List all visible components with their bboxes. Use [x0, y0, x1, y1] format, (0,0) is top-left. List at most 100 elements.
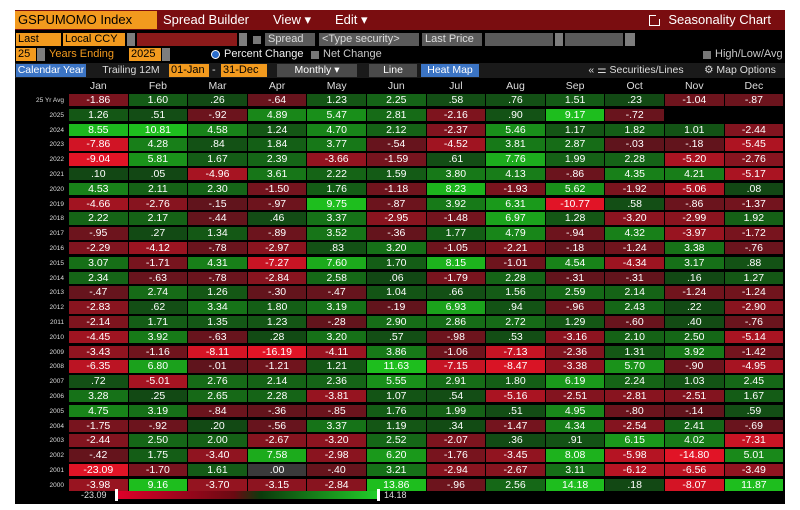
heatmap-cell[interactable]: 1.82	[605, 123, 664, 136]
heatmap-cell[interactable]: 1.76	[367, 404, 426, 418]
heatmap-cell[interactable]: -3.97	[665, 227, 724, 240]
heatmap-cell[interactable]: -7.31	[724, 434, 784, 447]
heatmap-cell[interactable]: 3.86	[367, 345, 426, 358]
heatmap-cell[interactable]: -23.09	[69, 464, 128, 477]
heatmap-cell[interactable]: -1.42	[724, 345, 784, 358]
heatmap-cell[interactable]: 8.15	[426, 256, 486, 270]
heatmap-cell[interactable]: -2.14	[69, 316, 128, 329]
heatmap-cell[interactable]: 4.21	[665, 168, 724, 181]
heatmap-cell[interactable]: -7.86	[69, 138, 128, 151]
export-icon[interactable]	[649, 14, 662, 26]
heatmap-cell[interactable]: 2.81	[367, 108, 426, 122]
heatmap-cell[interactable]: -2.16	[426, 108, 486, 122]
spread-checkbox[interactable]	[253, 36, 261, 44]
heatmap-cell[interactable]: 2.11	[128, 182, 188, 196]
heatmap-cell[interactable]: .51	[486, 404, 545, 418]
heatmap-cell[interactable]: -2.21	[486, 242, 545, 255]
heatmap-cell[interactable]: .54	[426, 390, 486, 403]
heatmap-cell[interactable]: -.19	[367, 301, 426, 314]
edit-menu[interactable]: Edit ▾	[335, 12, 368, 27]
heatmap-cell[interactable]: -4.96	[188, 168, 247, 181]
heatmap-cell[interactable]: -3.45	[486, 449, 545, 462]
heatmap-cell[interactable]: 3.52	[307, 227, 366, 240]
heatmap-cell[interactable]: .58	[605, 197, 664, 210]
years-dropdown[interactable]	[37, 48, 45, 61]
heatmap-cell[interactable]: -.97	[247, 197, 307, 210]
heatmap-cell[interactable]: -1.71	[128, 256, 188, 270]
heatmap-cell[interactable]: -7.15	[426, 360, 486, 373]
heatmap-cell[interactable]: -.72	[605, 108, 664, 122]
heatmap-cell[interactable]: .72	[69, 375, 128, 388]
heatmap-cell[interactable]: 6.19	[545, 375, 605, 388]
heatmap-cell[interactable]: 4.58	[188, 123, 247, 136]
heatmap-cell[interactable]: 3.92	[128, 330, 188, 344]
heatmap-cell[interactable]: -2.54	[605, 419, 664, 432]
heatmap-cell[interactable]: -.63	[128, 271, 188, 284]
high-low-avg-checkbox[interactable]	[703, 51, 711, 59]
heatmap-cell[interactable]: 1.26	[188, 286, 247, 299]
heatmap-cell[interactable]: 4.34	[545, 419, 605, 432]
heatmap-cell[interactable]: 2.14	[247, 375, 307, 388]
heatmap-cell[interactable]: -.36	[247, 404, 307, 418]
heatmap-cell[interactable]: -5.17	[724, 168, 784, 181]
calendar-year-button[interactable]: Calendar Year	[16, 64, 86, 77]
heatmap-cell[interactable]: -4.52	[426, 138, 486, 151]
heatmap-cell[interactable]: 9.75	[307, 197, 366, 210]
heatmap-cell[interactable]: 3.20	[307, 330, 366, 344]
heatmap-cell[interactable]: -.80	[605, 404, 664, 418]
heatmap-cell[interactable]: -3.16	[545, 330, 605, 344]
heatmap-cell[interactable]: 2.52	[367, 434, 426, 447]
heatmap-cell[interactable]: 2.28	[486, 271, 545, 284]
heatmap-cell[interactable]: 6.80	[128, 360, 188, 373]
heatmap-cell[interactable]: 4.13	[486, 168, 545, 181]
heatmap-cell[interactable]: 1.34	[188, 227, 247, 240]
heatmap-cell[interactable]: -1.04	[665, 94, 724, 107]
heatmap-cell[interactable]: -.92	[188, 108, 247, 122]
heatmap-cell[interactable]: -4.66	[69, 197, 128, 210]
heatmap-cell[interactable]: -2.76	[724, 153, 784, 166]
heatmap-cell[interactable]: -1.75	[69, 419, 128, 432]
heatmap-cell[interactable]: 1.23	[307, 94, 366, 107]
heatmap-cell[interactable]: 4.79	[486, 227, 545, 240]
third-field[interactable]	[565, 33, 623, 46]
heatmap-cell[interactable]: -3.70	[188, 478, 247, 492]
heatmap-cell[interactable]: -.86	[545, 168, 605, 181]
heatmap-cell[interactable]: 1.29	[545, 316, 605, 329]
heatmap-cell[interactable]: 2.50	[128, 434, 188, 447]
heatmap-cell[interactable]: 1.24	[247, 123, 307, 136]
heatmap-cell[interactable]: 3.92	[426, 197, 486, 210]
heatmap-cell[interactable]: 2.22	[69, 212, 128, 225]
heatmap-cell[interactable]: -.95	[69, 227, 128, 240]
heatmap-cell[interactable]: .10	[69, 168, 128, 181]
line-view-button[interactable]: Line	[369, 64, 417, 77]
heatmap-cell[interactable]: .76	[486, 94, 545, 107]
heatmap-cell[interactable]: -2.76	[128, 197, 188, 210]
heatmap-cell[interactable]: 2.28	[247, 390, 307, 403]
heatmap-cell[interactable]: 4.53	[69, 182, 128, 196]
heatmap-cell[interactable]: .91	[545, 434, 605, 447]
heatmap-cell[interactable]: .23	[605, 94, 664, 107]
heatmap-cell[interactable]: 6.97	[486, 212, 545, 225]
heatmap-cell[interactable]: -2.95	[367, 212, 426, 225]
heatmap-cell[interactable]: .51	[128, 108, 188, 122]
heatmap-cell[interactable]: -.44	[188, 212, 247, 225]
heatmap-cell[interactable]: 1.31	[605, 345, 664, 358]
heatmap-cell[interactable]: 2.76	[188, 375, 247, 388]
heatmap-cell[interactable]: 1.71	[128, 316, 188, 329]
heatmap-cell[interactable]: -.78	[188, 242, 247, 255]
heatmap-cell[interactable]: .40	[665, 316, 724, 329]
heatmap-cell[interactable]: -.96	[545, 301, 605, 314]
heatmap-cell[interactable]	[665, 108, 724, 122]
heatmap-cell[interactable]: -16.19	[247, 345, 307, 358]
to-date-input[interactable]: 31-Dec	[221, 64, 267, 77]
heatmap-cell[interactable]: .61	[426, 153, 486, 166]
heatmap-cell[interactable]: -2.07	[426, 434, 486, 447]
heatmap-cell[interactable]: -.89	[247, 227, 307, 240]
heatmap-cell[interactable]: .66	[426, 286, 486, 299]
heatmap-cell[interactable]: -.15	[188, 197, 247, 210]
years-count-input[interactable]: 25	[16, 48, 36, 61]
first-security-dropdown[interactable]	[239, 33, 247, 46]
heatmap-cell[interactable]: -3.66	[307, 153, 366, 166]
heatmap-cell[interactable]: 2.39	[247, 153, 307, 166]
heatmap-cell[interactable]: -.40	[307, 464, 366, 477]
